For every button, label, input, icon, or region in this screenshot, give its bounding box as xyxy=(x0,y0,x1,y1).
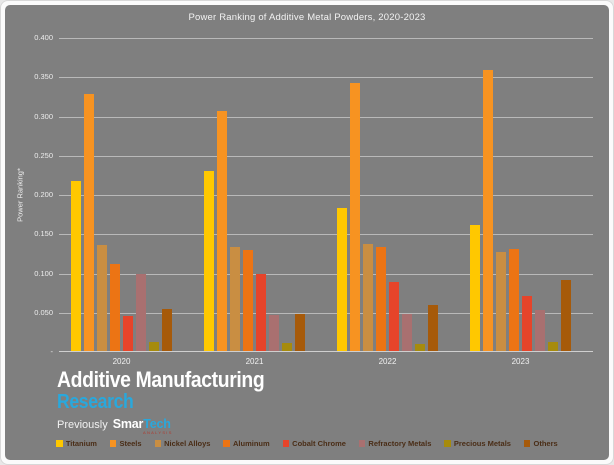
legend-item-titanium: Titanium xyxy=(56,439,97,448)
y-tick-label: 0.250 xyxy=(34,150,53,160)
y-tick-label: 0.400 xyxy=(34,33,53,42)
bar-steels-2020 xyxy=(84,94,94,351)
x-axis-label-2023: 2023 xyxy=(511,357,530,366)
bar-titanium-2021 xyxy=(204,171,214,351)
legend-swatch-cobalt-chrome xyxy=(282,440,290,447)
smartech-tech-text: Tech xyxy=(143,417,171,431)
legend-item-aluminum: Aluminum xyxy=(223,439,270,448)
brand-line-additive-manufacturing: Additive Manufacturing xyxy=(57,367,265,392)
legend-label-refractory-metals: Refractory Metals xyxy=(368,439,432,448)
bar-titanium-2023 xyxy=(470,225,480,351)
legend-swatch-titanium xyxy=(56,440,63,447)
chart-canvas: Power Ranking of Additive Metal Powders,… xyxy=(5,5,609,460)
legend-item-steels: Steels xyxy=(109,439,142,448)
smartech-smar-text: Smar xyxy=(112,417,144,431)
x-axis-label-2022: 2022 xyxy=(378,357,397,366)
bar-group-2021 xyxy=(204,38,305,351)
legend-label-cobalt-chrome: Cobalt Chrome xyxy=(292,439,346,448)
bar-cobalt-chrome-2022 xyxy=(389,282,399,351)
brand-line-research: Research xyxy=(57,391,134,413)
bar-steels-2021 xyxy=(217,110,227,351)
bar-titanium-2022 xyxy=(337,207,347,351)
plot-area xyxy=(59,38,593,352)
gridline xyxy=(59,273,593,275)
brand-previously-text: Previously xyxy=(57,419,108,431)
legend-swatch-aluminum xyxy=(223,440,230,447)
gridline xyxy=(59,155,593,157)
y-tick-label: 0.100 xyxy=(34,268,53,278)
bar-refractory-metals-2020 xyxy=(136,274,146,351)
smartech-analysis-text: ANALYSIS xyxy=(143,430,173,435)
bar-group-2020 xyxy=(71,38,172,351)
gridline xyxy=(59,38,593,39)
legend-swatch-nickel-alloys xyxy=(154,440,162,447)
bar-aluminum-2023 xyxy=(509,249,519,351)
bar-nickel-alloys-2022 xyxy=(363,243,373,351)
bar-nickel-alloys-2023 xyxy=(496,251,506,351)
brand-logo: Additive Manufacturing Research Previous… xyxy=(57,367,293,436)
legend-swatch-precious-metals xyxy=(444,440,451,447)
bar-nickel-alloys-2021 xyxy=(230,246,240,351)
bar-titanium-2020 xyxy=(71,181,81,351)
bar-others-2020 xyxy=(162,308,172,351)
legend: Titanium Steels Nickel Alloys Aluminum Cobal… xyxy=(5,439,609,448)
bar-precious-metals-2022 xyxy=(415,343,425,351)
bar-nickel-alloys-2020 xyxy=(97,245,107,351)
y-tick-label: 0.300 xyxy=(34,111,53,121)
bar-refractory-metals-2022 xyxy=(402,314,412,351)
bar-group-2023 xyxy=(470,38,571,351)
legend-label-others: Others xyxy=(533,439,558,448)
legend-item-nickel-alloys: Nickel Alloys xyxy=(154,439,211,448)
legend-swatch-steels xyxy=(109,440,117,447)
bar-group-2022 xyxy=(337,38,438,351)
legend-label-precious-metals: Precious Metals xyxy=(453,439,511,448)
legend-item-precious-metals: Precious Metals xyxy=(444,439,511,448)
y-tick-label: - xyxy=(50,347,54,356)
legend-label-nickel-alloys: Nickel Alloys xyxy=(164,439,211,448)
bar-others-2022 xyxy=(428,304,438,351)
legend-item-others: Others xyxy=(523,439,558,448)
y-tick-label: 0.350 xyxy=(34,72,53,82)
bar-steels-2022 xyxy=(350,82,360,351)
y-tick-label: 0.200 xyxy=(34,190,53,199)
gridline xyxy=(59,234,593,236)
legend-item-cobalt-chrome: Cobalt Chrome xyxy=(282,439,346,448)
bar-precious-metals-2023 xyxy=(548,342,558,351)
bar-aluminum-2022 xyxy=(376,246,386,351)
bar-aluminum-2021 xyxy=(243,250,253,351)
bar-aluminum-2020 xyxy=(110,264,120,351)
bar-precious-metals-2021 xyxy=(282,343,292,351)
gridline xyxy=(59,116,593,118)
x-axis-label-2020: 2020 xyxy=(112,357,131,366)
legend-swatch-others xyxy=(523,440,531,447)
legend-label-titanium: Titanium xyxy=(65,439,97,448)
bar-refractory-metals-2021 xyxy=(269,315,279,351)
y-tick-label: 0.150 xyxy=(34,229,53,239)
bar-cobalt-chrome-2020 xyxy=(123,315,133,351)
bar-precious-metals-2020 xyxy=(149,341,159,351)
brand-line-previously-smartech: Previously SmarTech ANALYSIS xyxy=(57,417,293,435)
bar-others-2023 xyxy=(561,279,571,351)
gridline xyxy=(59,77,593,79)
legend-label-aluminum: Aluminum xyxy=(232,439,270,448)
gridline xyxy=(59,312,593,314)
legend-item-refractory-metals: Refractory Metals xyxy=(358,439,432,448)
chart-title: Power Ranking of Additive Metal Powders,… xyxy=(188,12,426,23)
gridline xyxy=(59,195,593,196)
x-axis-label-2021: 2021 xyxy=(245,357,264,366)
bar-refractory-metals-2023 xyxy=(535,310,545,351)
bar-cobalt-chrome-2023 xyxy=(522,296,532,351)
bar-others-2021 xyxy=(295,314,305,351)
bar-cobalt-chrome-2021 xyxy=(256,274,266,351)
legend-swatch-refractory-metals xyxy=(358,440,366,447)
smartech-logo: SmarTech ANALYSIS xyxy=(112,417,172,435)
bar-steels-2023 xyxy=(483,70,493,351)
y-tick-label: 0.050 xyxy=(34,307,53,317)
legend-label-steels: Steels xyxy=(119,439,142,448)
